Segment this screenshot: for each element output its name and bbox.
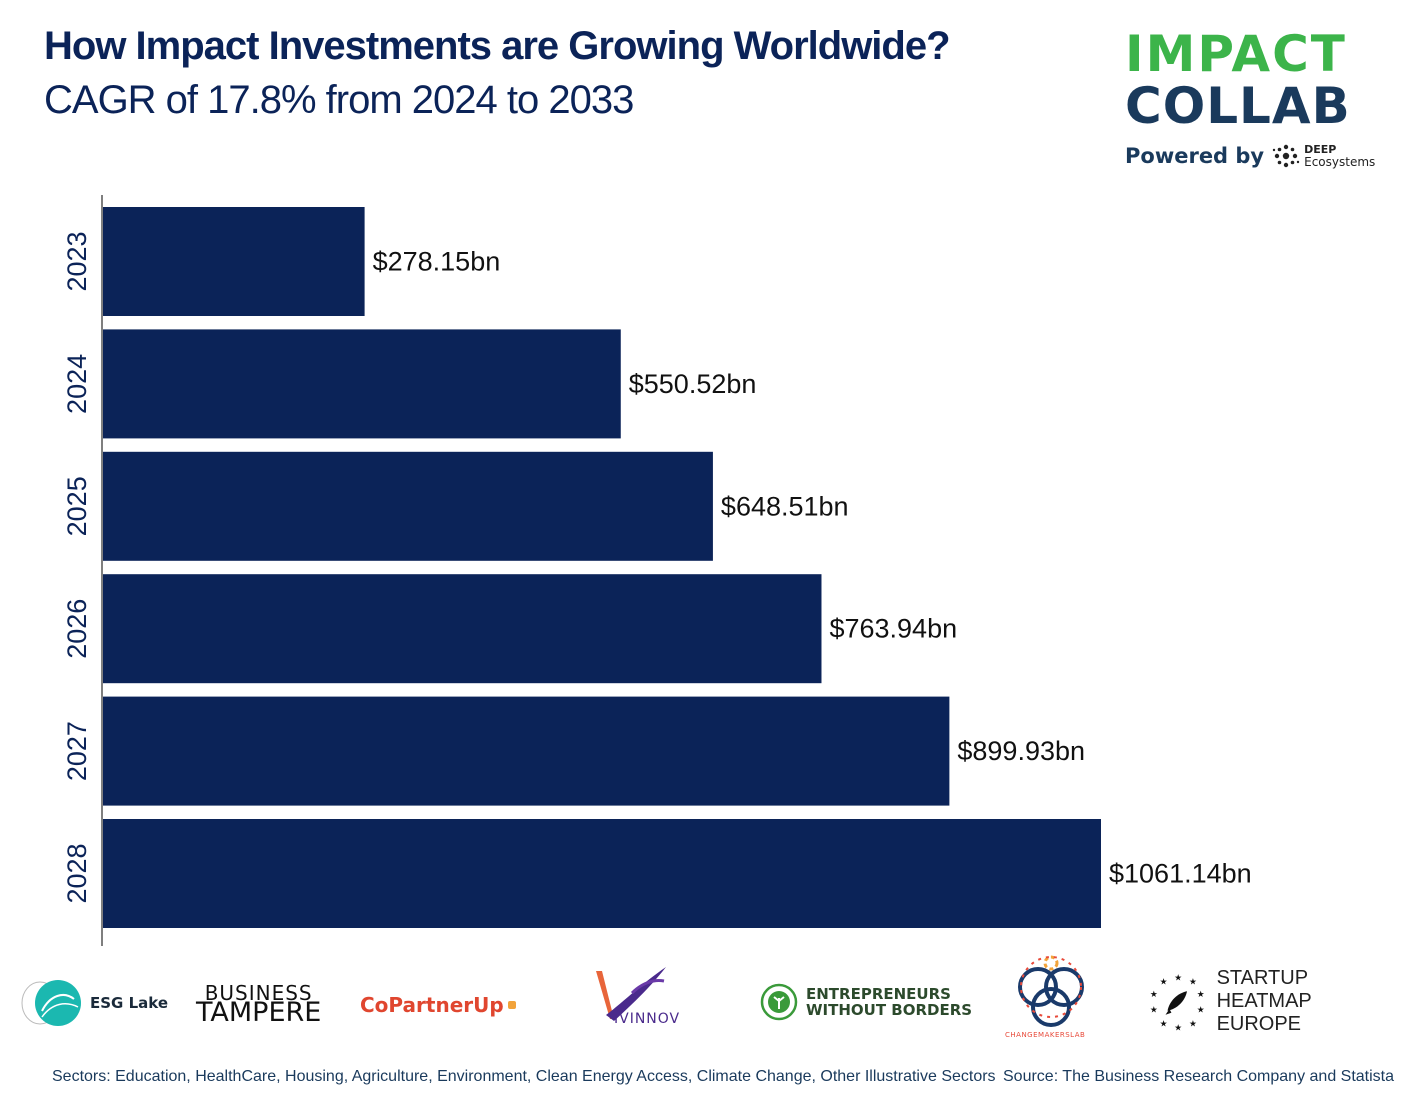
vivinnov-label: IVINNOV <box>614 1011 681 1027</box>
bar-2023 <box>103 207 365 316</box>
heatmap-line1: STARTUP HEATMAP <box>1216 967 1312 1012</box>
category-label-2023: 2023 <box>62 231 92 291</box>
deep-label: DEEP <box>1304 143 1337 156</box>
bar-2028 <box>103 819 1101 928</box>
category-label-2027: 2027 <box>62 721 92 781</box>
svg-text:★: ★ <box>1160 1019 1168 1029</box>
wave-circle-icon <box>21 980 81 1026</box>
bar-group: $278.15bn 2023 $550.52bn 2024 $648.51bn 2025 $… <box>62 207 1252 928</box>
v-bird-icon <box>596 967 666 1021</box>
deep-ecosystems-logo: DEEP Ecosystems <box>1272 142 1375 170</box>
chart-title: How Impact Investments are Growing World… <box>44 24 951 68</box>
impact-collab-logo: IMPACT COLLAB Powered by DEEP Ecosystems <box>1125 28 1385 170</box>
changemakerslab-logo: CHANGEMAKERSLAB <box>1003 955 1099 1041</box>
dots-cluster-icon <box>1272 144 1300 168</box>
business-tampere-line2: TAMPERE <box>196 997 322 1028</box>
category-label-2026: 2026 <box>62 599 92 659</box>
business-tampere-line1: BUSINESS <box>204 981 313 1005</box>
brand-line-collab: COLLAB <box>1125 77 1351 135</box>
category-label-2028: 2028 <box>62 843 92 903</box>
startup-heatmap-europe-logo: ★ ★ ★ ★ ★ ★ ★ ★ ★ ★ STARTUP HEATMAP EURO… <box>1146 967 1404 1036</box>
changemakerslab-label: CHANGEMAKERSLAB <box>1005 1031 1086 1039</box>
ewb-line1: ENTREPRENEURS <box>806 985 951 1003</box>
sectors-note: Sectors: Education, HealthCare, Housing,… <box>52 1068 996 1085</box>
entrepreneurs-without-borders-logo: ENTREPRENEURS WITHOUT BORDERS <box>760 983 972 1021</box>
bar-2027 <box>103 696 950 806</box>
category-label-2024: 2024 <box>62 354 92 414</box>
esg-lake-logo: ESG Lake <box>12 977 168 1029</box>
vivinnov-logo: IVINNOV <box>592 963 702 1033</box>
ecosystems-label: Ecosystems <box>1304 155 1376 169</box>
source-note: Source: The Business Research Company an… <box>1003 1068 1395 1085</box>
value-label-2023: $278.15bn <box>373 247 501 277</box>
heatmap-line2: EUROPE <box>1216 1013 1302 1035</box>
bar-2026 <box>103 574 822 684</box>
business-tampere-logo: BUSINESS TAMPERE <box>196 981 322 1028</box>
esg-lake-label: ESG Lake <box>90 994 169 1012</box>
copartnerup-label: CoPartnerUp <box>360 993 504 1017</box>
value-label-2025: $648.51bn <box>721 491 849 521</box>
value-label-2024: $550.52bn <box>629 369 757 399</box>
value-label-2026: $763.94bn <box>829 614 957 644</box>
rocket-stars-icon: ★ ★ ★ ★ ★ ★ ★ ★ ★ ★ <box>1150 973 1205 1033</box>
leaf-circle-icon <box>760 983 798 1021</box>
bar-chart: $278.15bn 2023 $550.52bn 2024 $648.51bn 2025 $… <box>62 195 1252 946</box>
svg-text:★: ★ <box>1197 990 1205 1000</box>
brand-line-impact: IMPACT <box>1125 25 1347 83</box>
svg-text:★: ★ <box>1189 1019 1197 1029</box>
svg-text:★: ★ <box>1150 990 1158 1000</box>
category-label-2025: 2025 <box>62 476 92 536</box>
copartnerup-logo: CoPartnerUp <box>360 993 516 1017</box>
partner-logos: ESG Lake BUSINESS TAMPERE CoPartnerUp IV… <box>0 955 1404 1045</box>
svg-text:★: ★ <box>1174 973 1182 983</box>
svg-text:★: ★ <box>1197 1005 1205 1015</box>
value-label-2027: $899.93bn <box>957 736 1085 766</box>
bar-2025 <box>103 451 713 561</box>
svg-text:★: ★ <box>1174 1023 1182 1033</box>
ewb-line2: WITHOUT BORDERS <box>806 1001 973 1019</box>
bar-2024 <box>103 329 621 439</box>
powered-by: Powered by DEEP Ecosystems <box>1125 142 1385 170</box>
copartnerup-mark-icon <box>507 1001 516 1009</box>
chart-subtitle: CAGR of 17.8% from 2024 to 2033 <box>44 78 634 122</box>
svg-text:★: ★ <box>1150 1005 1158 1015</box>
svg-text:★: ★ <box>1160 977 1168 987</box>
powered-by-label: Powered by <box>1125 144 1265 168</box>
rings-icon <box>1018 955 1084 1027</box>
value-label-2028: $1061.14bn <box>1109 859 1252 889</box>
svg-text:★: ★ <box>1189 977 1197 987</box>
